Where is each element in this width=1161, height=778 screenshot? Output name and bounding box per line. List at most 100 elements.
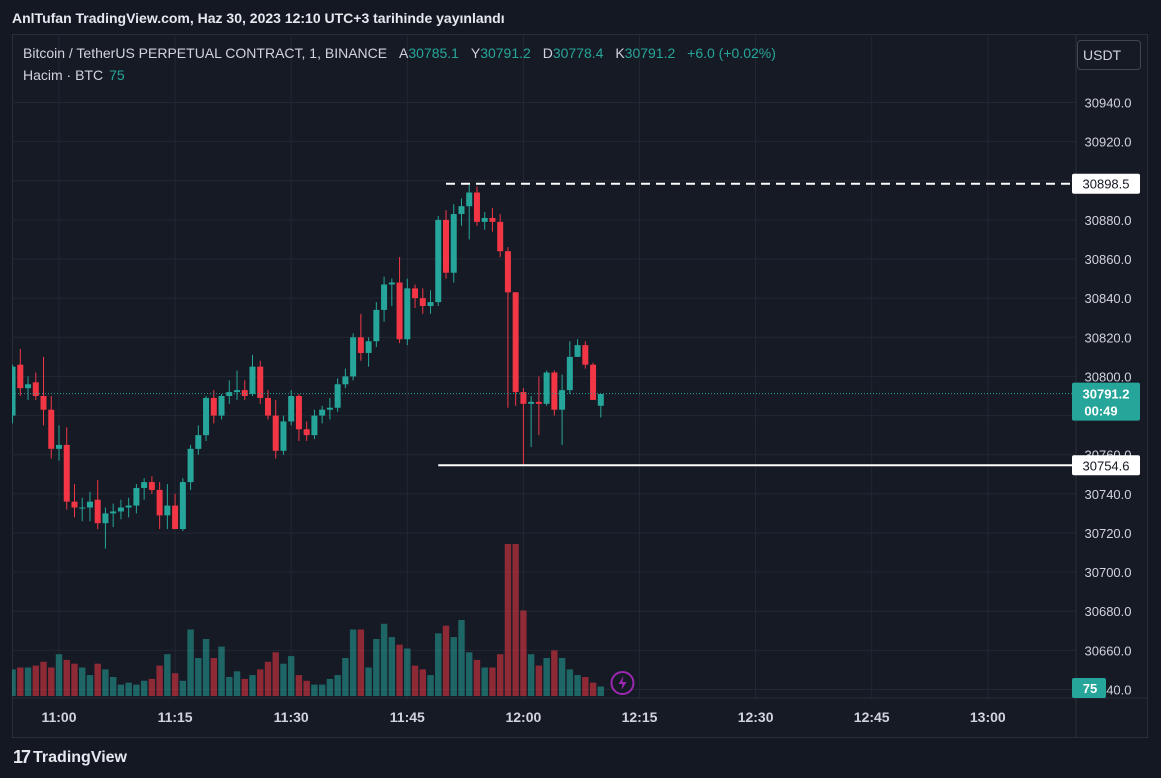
candle-body xyxy=(32,382,39,396)
candle-body xyxy=(210,397,217,416)
volume-bar xyxy=(388,637,396,696)
volume-label[interactable]: Hacim · BTC xyxy=(23,67,104,83)
x-tick-label: 11:15 xyxy=(158,709,193,725)
candle-body xyxy=(218,396,225,416)
candle-body xyxy=(357,337,364,353)
candle-body xyxy=(350,337,357,377)
volume-value-tag xyxy=(1072,678,1106,698)
volume-bar xyxy=(481,667,488,696)
level-price-tag xyxy=(1072,173,1140,194)
tradingview-branding[interactable]: 17 TradingView xyxy=(13,747,127,768)
candle-body xyxy=(303,429,310,436)
volume-bar xyxy=(373,639,380,696)
candle-body xyxy=(489,217,496,222)
volume-bar xyxy=(117,684,125,696)
candle-body xyxy=(419,298,426,306)
volume-bar xyxy=(558,658,566,696)
candle-body xyxy=(12,366,16,416)
volume-bar xyxy=(17,667,24,696)
volume-bar xyxy=(380,623,388,696)
y-tick-label: 30820.0 xyxy=(1085,330,1132,345)
volume-bar xyxy=(156,665,163,696)
volume-bar xyxy=(466,652,473,696)
volume-bar xyxy=(288,656,295,696)
candle-body xyxy=(272,415,279,451)
volume-bar xyxy=(396,644,403,696)
volume-bar xyxy=(411,665,419,696)
volume-bar xyxy=(32,665,39,696)
current-price-tag xyxy=(1072,382,1140,421)
volume-bar xyxy=(210,658,217,696)
volume-bar xyxy=(272,652,279,696)
candlestick-chart[interactable]: 30940.030920.030900.030880.030860.030840… xyxy=(12,34,1148,738)
volume-bar xyxy=(342,658,349,696)
volume-bar xyxy=(535,665,543,696)
volume-bar xyxy=(195,658,202,696)
candle-body xyxy=(512,292,519,393)
candle-body xyxy=(79,507,86,509)
candle-body xyxy=(280,421,287,451)
volume-bar xyxy=(109,677,117,696)
tradingview-logo-icon: 17 xyxy=(13,747,31,767)
y-tick-label: 30800.0 xyxy=(1085,369,1132,384)
x-tick-label: 12:45 xyxy=(854,709,890,725)
candle-body xyxy=(481,217,488,222)
candle-body xyxy=(319,409,326,416)
volume-bar xyxy=(257,669,264,696)
volume-bar xyxy=(543,658,550,696)
volume-bar xyxy=(171,673,179,696)
volume-bar xyxy=(404,648,411,696)
volume-bar xyxy=(527,654,535,696)
volume-bar xyxy=(86,675,94,696)
candle-body xyxy=(381,284,388,310)
volume-bar xyxy=(326,678,334,696)
volume-bar xyxy=(148,678,156,696)
low-value: 30778.4 xyxy=(552,45,604,61)
volume-bar xyxy=(597,686,604,696)
y-tick-label: 30940.0 xyxy=(1085,96,1132,111)
candle-body xyxy=(559,390,566,410)
candle-body xyxy=(156,489,163,516)
level-price-label: 30754.6 xyxy=(1083,458,1130,473)
x-tick-label: 13:00 xyxy=(970,709,1006,725)
candle-body xyxy=(63,444,70,502)
volume-bar xyxy=(334,675,341,696)
volume-legend: Hacim · BTC 75 xyxy=(23,67,125,83)
candle-body xyxy=(404,288,411,340)
volume-bar xyxy=(435,633,442,696)
volume-bar xyxy=(450,637,457,696)
currency-button[interactable]: USDT xyxy=(1077,40,1141,70)
y-tick-label: 30920.0 xyxy=(1085,135,1132,150)
x-tick-label: 11:30 xyxy=(274,709,309,725)
candle-body xyxy=(94,499,101,524)
candle-body xyxy=(342,376,349,385)
x-tick-label: 12:30 xyxy=(738,709,774,725)
volume-bar xyxy=(179,680,187,696)
candle-body xyxy=(458,206,465,215)
candle-body xyxy=(234,390,241,393)
candle-body xyxy=(17,364,24,389)
candle-body xyxy=(574,345,581,357)
candle-body xyxy=(148,482,155,490)
candle-body xyxy=(125,505,132,508)
x-tick-label: 11:45 xyxy=(390,709,425,725)
symbol-title[interactable]: Bitcoin / TetherUS PERPETUAL CONTRACT, 1… xyxy=(23,45,388,61)
candle-body xyxy=(117,507,124,512)
candle-body xyxy=(141,482,148,488)
volume-bar xyxy=(582,677,589,696)
volume-bar xyxy=(233,671,241,696)
volume-bar xyxy=(280,663,287,696)
volume-bar xyxy=(202,639,210,696)
x-tick-label: 12:00 xyxy=(505,709,541,725)
volume-bar xyxy=(24,667,32,696)
high-value: 30791.2 xyxy=(480,45,531,61)
candle-body xyxy=(466,192,473,207)
candle-body xyxy=(264,397,271,416)
candle-body xyxy=(551,372,558,410)
volume-bar xyxy=(12,669,16,696)
candle-body xyxy=(249,366,256,395)
candle-body xyxy=(582,345,589,365)
candle-body xyxy=(179,482,186,530)
candle-body xyxy=(56,444,62,449)
candle-body xyxy=(543,372,550,404)
